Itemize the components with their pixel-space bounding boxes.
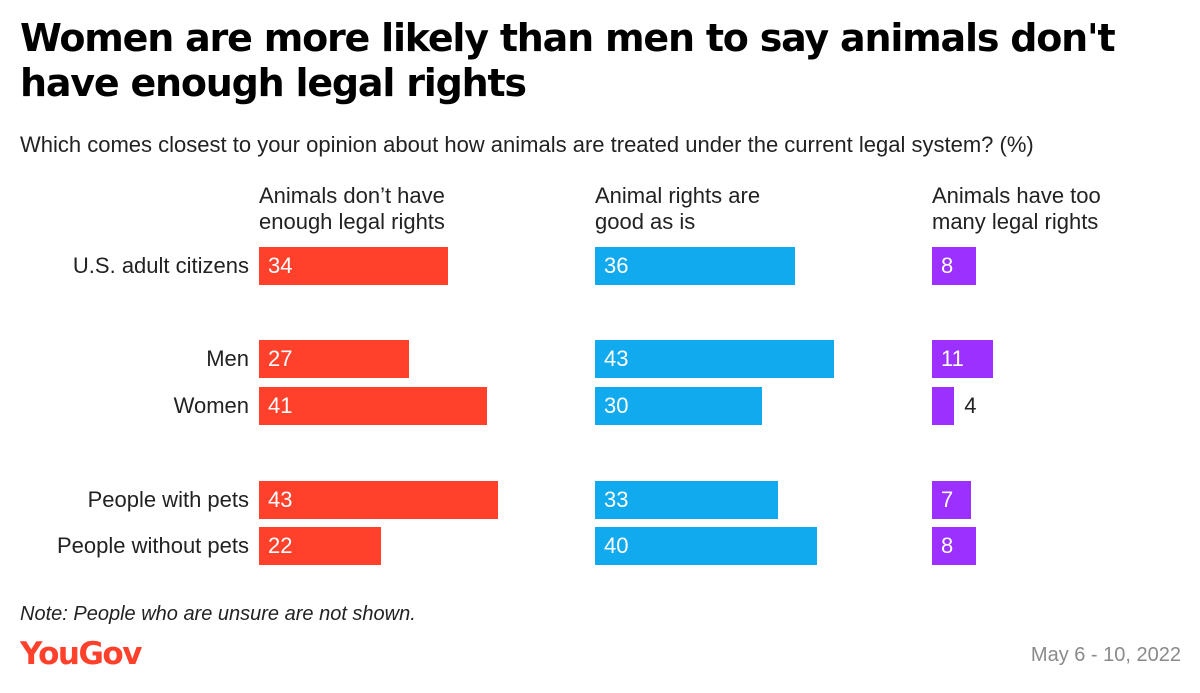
data-label-good-as-is-us-adults: 36: [604, 253, 629, 278]
yougov-logo: YouGov: [20, 636, 142, 672]
bar-too-many-men: [932, 340, 994, 378]
row-label-us-adults: U.S. adult citizens: [72, 253, 249, 278]
data-label-good-as-is-non-pet-owners: 40: [604, 533, 629, 558]
data-label-not-enough-non-pet-owners: 22: [268, 533, 293, 558]
data-label-not-enough-women: 41: [268, 393, 293, 418]
bar-good-as-is-pet-owners: [595, 481, 779, 519]
bar-too-many-us-adults: [932, 247, 977, 285]
row-label-men: Men: [206, 346, 249, 371]
data-label-too-many-us-adults: 8: [941, 253, 954, 278]
bar-good-as-is-us-adults: [595, 247, 795, 285]
bar-not-enough-non-pet-owners: [259, 527, 382, 565]
data-label-good-as-is-women: 30: [604, 393, 629, 418]
row-label-non-pet-owners: People without pets: [56, 533, 249, 558]
data-label-too-many-women: 4: [964, 393, 977, 418]
bar-too-many-pet-owners: [932, 481, 971, 519]
bar-not-enough-us-adults: [259, 247, 448, 285]
footnote: Note: People who are unsure are not show…: [20, 603, 416, 625]
bar-good-as-is-non-pet-owners: [595, 527, 817, 565]
data-label-not-enough-us-adults: 34: [268, 253, 293, 278]
data-label-good-as-is-pet-owners: 33: [604, 487, 629, 512]
bar-too-many-non-pet-owners: [932, 527, 977, 565]
data-label-good-as-is-men: 43: [604, 346, 629, 371]
data-label-too-many-non-pet-owners: 8: [941, 533, 954, 558]
bar-not-enough-pet-owners: [259, 481, 498, 519]
column-header-too-many: Animals have too many legal rights: [932, 183, 1101, 234]
survey-date: May 6 - 10, 2022: [1030, 644, 1181, 666]
column-header-not-enough: Animals don’t have enough legal rights: [259, 183, 445, 234]
bar-good-as-is-men: [595, 340, 834, 378]
bar-good-as-is-women: [595, 387, 762, 425]
column-header-good-as-is: Animal rights are good as is: [595, 183, 761, 234]
row-label-pet-owners: People with pets: [87, 487, 249, 512]
data-label-too-many-men: 11: [941, 346, 964, 371]
data-label-not-enough-men: 27: [268, 346, 293, 371]
data-label-too-many-pet-owners: 7: [941, 487, 954, 512]
chart-title: Women are more likely than men to say an…: [20, 16, 1116, 105]
bar-not-enough-men: [259, 340, 409, 378]
bar-not-enough-women: [259, 387, 487, 425]
bar-too-many-women: [932, 387, 955, 425]
data-label-not-enough-pet-owners: 43: [268, 487, 293, 512]
row-label-women: Women: [173, 393, 249, 418]
chart-subtitle: Which comes closest to your opinion abou…: [20, 132, 1034, 157]
